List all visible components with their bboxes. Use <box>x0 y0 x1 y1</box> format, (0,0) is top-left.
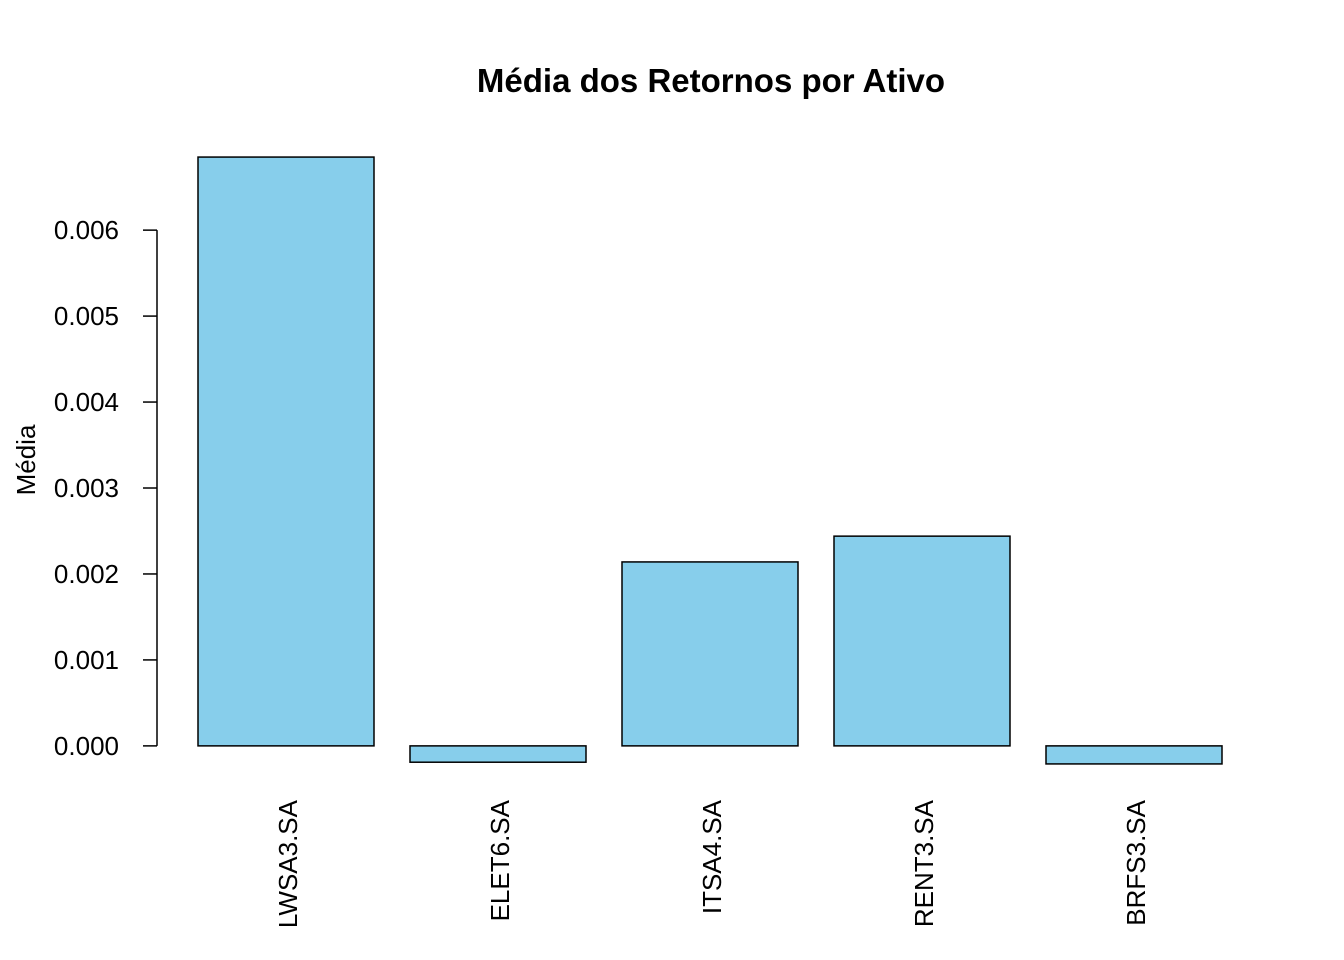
bar <box>409 745 587 763</box>
y-tick-label: 0.002 <box>54 559 119 589</box>
y-tick-label: 0.005 <box>54 301 119 331</box>
y-tick-label: 0.006 <box>54 215 119 245</box>
bar <box>833 535 1011 747</box>
y-tick-label: 0.001 <box>54 645 119 675</box>
y-tick-label: 0.003 <box>54 473 119 503</box>
y-tick-label: 0.004 <box>54 387 119 417</box>
y-axis-label: Média <box>11 424 41 495</box>
y-tick-label: 0.000 <box>54 731 119 761</box>
x-tick-label: LWSA3.SA <box>273 799 303 928</box>
x-tick-label: BRFS3.SA <box>1121 799 1151 925</box>
chart-title: Média dos Retornos por Ativo <box>477 62 945 99</box>
x-tick-label: ITSA4.SA <box>697 799 727 914</box>
bar <box>197 156 375 747</box>
bar <box>621 561 799 747</box>
x-tick-label: ELET6.SA <box>485 799 515 921</box>
bar <box>1045 745 1223 765</box>
x-tick-label: RENT3.SA <box>909 799 939 927</box>
